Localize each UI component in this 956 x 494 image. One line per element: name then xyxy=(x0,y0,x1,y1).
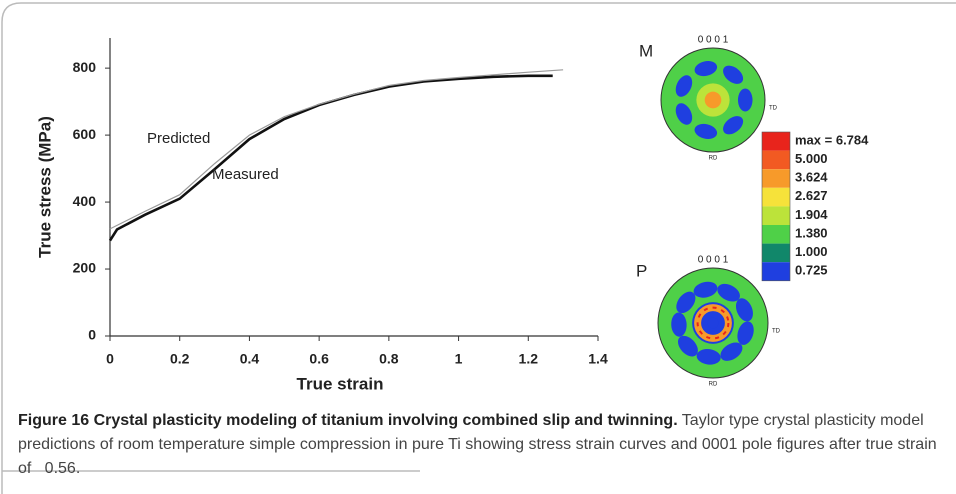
x-tick-label: 0.6 xyxy=(309,351,329,367)
pole-blob xyxy=(737,321,754,345)
pole-blob xyxy=(671,312,687,337)
scale-swatch xyxy=(762,262,790,281)
x-axis-title: True strain xyxy=(297,374,384,393)
y-tick-label: 600 xyxy=(73,126,97,142)
pole-blob xyxy=(735,298,753,322)
pole-figures: M 0 0 0 1 TD RD P 0 0 0 1 TD RD xyxy=(636,35,781,388)
caption-label: Figure 16 xyxy=(18,412,90,429)
scale-label: 1.904 xyxy=(795,207,828,222)
pole-rd: RD xyxy=(709,382,718,388)
scale-label: 1.000 xyxy=(795,244,828,259)
scale-swatch xyxy=(762,225,790,244)
annotation: Predicted xyxy=(147,130,210,147)
pole-center xyxy=(704,91,722,109)
pole-blob xyxy=(696,349,721,365)
scale-label: 3.624 xyxy=(795,170,828,185)
pole-blob xyxy=(694,123,718,139)
scale-swatch xyxy=(762,132,790,151)
series-line xyxy=(108,74,553,242)
scale-border xyxy=(761,131,791,282)
pole-label: P xyxy=(636,261,647,280)
pole-blob xyxy=(717,283,740,302)
pole-label: M xyxy=(639,41,653,60)
x-tick-label: 0.4 xyxy=(240,351,260,367)
pole-ring xyxy=(696,306,730,340)
y-tick-label: 200 xyxy=(73,260,97,276)
pole-blob xyxy=(720,342,743,361)
pole-center xyxy=(707,317,719,329)
pole-blob xyxy=(676,291,696,314)
caption-text: Taylor type crystal plasticity model pre… xyxy=(18,412,937,477)
scale-swatch xyxy=(762,169,790,188)
x-tick-label: 0 xyxy=(106,351,114,367)
pole-blob xyxy=(737,88,753,112)
pole-blob xyxy=(677,335,698,357)
scale-label: 0.725 xyxy=(795,263,828,278)
annotation: Measured xyxy=(212,166,279,183)
pole-title: 0 0 0 1 xyxy=(698,255,729,266)
x-tick-label: 1.2 xyxy=(519,351,539,367)
series-line xyxy=(109,69,564,230)
scale-label: 2.627 xyxy=(795,188,828,203)
pole-blob xyxy=(723,65,744,84)
pole-blob xyxy=(675,75,693,97)
x-tick-label: 0.2 xyxy=(170,351,190,367)
x-tick-label: 0.8 xyxy=(379,351,399,367)
y-axis-title: True stress (MPa) xyxy=(35,116,54,258)
x-tick-label: 1 xyxy=(455,351,463,367)
scale-label: 5.000 xyxy=(795,151,828,166)
y-tick-label: 800 xyxy=(73,59,97,75)
y-tick-label: 400 xyxy=(73,193,97,209)
scale-label: max = 6.784 xyxy=(795,132,869,147)
x-tick-label: 1.4 xyxy=(588,351,608,367)
scale-swatch xyxy=(762,187,790,207)
pole-td: TD xyxy=(769,106,778,112)
pole-blob xyxy=(694,61,718,77)
scale-swatch xyxy=(762,206,790,225)
pole-title: 0 0 0 1 xyxy=(698,35,729,46)
pole-blob xyxy=(675,103,693,125)
scale-swatch xyxy=(762,150,790,170)
caption-title: Crystal plasticity modeling of titanium … xyxy=(93,412,678,429)
pole-blob xyxy=(723,116,744,135)
caption: Figure 16 Crystal plasticity modeling of… xyxy=(18,409,938,481)
scale-swatch xyxy=(762,243,790,263)
pole-blob xyxy=(693,281,718,298)
pole-td: TD xyxy=(772,329,781,335)
y-tick-label: 0 xyxy=(88,327,96,343)
pole-rd: RD xyxy=(709,156,718,162)
scale-label: 1.380 xyxy=(795,225,828,240)
